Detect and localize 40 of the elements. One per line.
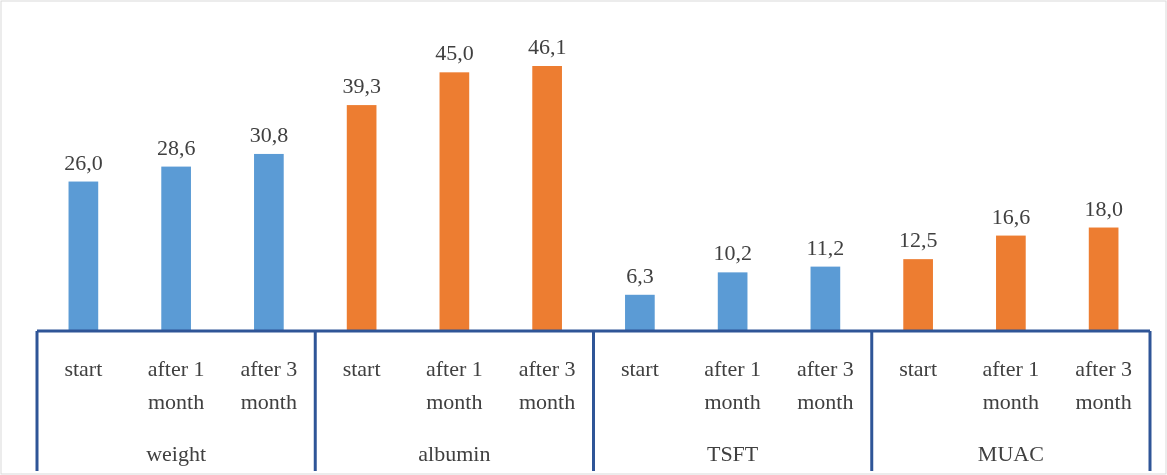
- x-tick-label: after 3 month: [518, 356, 576, 414]
- data-label: 6,3: [626, 262, 654, 288]
- bar: [161, 166, 191, 331]
- data-label: 45,0: [435, 40, 474, 66]
- data-label: 30,8: [249, 121, 289, 147]
- data-label: 11,2: [806, 234, 845, 260]
- x-tick-label: start: [64, 356, 103, 381]
- data-label: 16,6: [991, 203, 1031, 229]
- data-label: 28,6: [156, 134, 196, 160]
- x-tick-label: start: [342, 356, 381, 381]
- data-label: 18,0: [1084, 195, 1123, 221]
- text: weight: [146, 441, 207, 466]
- data-label: 39,3: [342, 73, 381, 99]
- x-tick-label: after 3 month: [796, 356, 854, 414]
- bar: [1088, 227, 1119, 331]
- x-tick-label: after 1 month: [982, 356, 1040, 414]
- bar: [810, 266, 841, 331]
- x-tick-label: after 1 month: [704, 356, 762, 414]
- data-label: 10,2: [713, 240, 752, 266]
- data-label: 12,5: [898, 227, 938, 253]
- bar: [625, 294, 655, 331]
- x-tick-label: after 3 month: [240, 356, 298, 414]
- bar: [346, 105, 377, 331]
- x-tick-label: start: [620, 356, 659, 381]
- x-tick-label: after 1 month: [147, 356, 205, 414]
- bar: [532, 66, 562, 331]
- data-label: 26,0: [64, 149, 103, 175]
- bar: [439, 72, 470, 331]
- bar: [68, 181, 99, 331]
- x-tick-label: start: [899, 356, 938, 381]
- text: albumin: [418, 441, 491, 466]
- bar: [254, 153, 284, 331]
- text: MUAC: [977, 441, 1044, 466]
- bar: [717, 272, 748, 331]
- bar: [996, 235, 1026, 331]
- x-tick-label: after 1 month: [425, 356, 483, 414]
- bar: [903, 259, 933, 331]
- x-tick-label: after 3 month: [1075, 356, 1133, 414]
- data-label: 46,1: [527, 34, 567, 59]
- text: TSFT: [706, 441, 759, 466]
